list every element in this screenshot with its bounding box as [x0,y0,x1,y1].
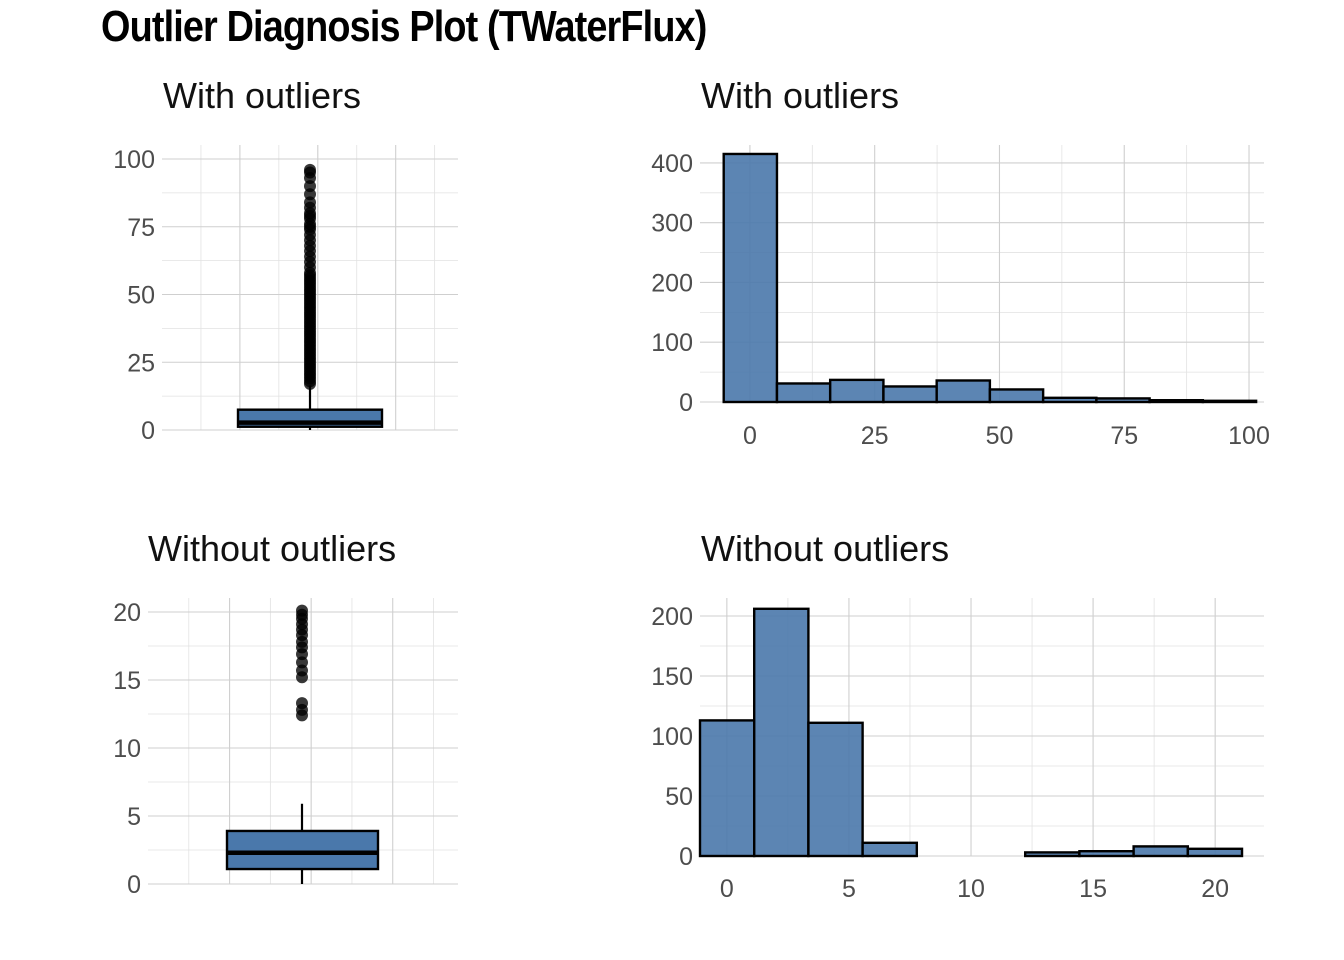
x-tick-label: 25 [861,422,889,450]
panel-hist-without: Without outliers 0 50 100 150 200 0 5 10 15 20 [651,528,1264,903]
histogram-bar [1186,847,1244,858]
histogram-bar [775,382,832,404]
y-tick-label: 10 [113,735,141,763]
y-tick-label: 0 [141,417,155,445]
panel-hist-with: With outliers 0 100 200 300 400 0 25 50 75 100 [651,75,1270,450]
histogram-bar [753,607,810,858]
histogram-bar [882,385,938,404]
histogram-bar [1201,399,1258,404]
panel-title: Without outliers [701,528,949,569]
histogram-bar [1148,399,1205,404]
histogram-bar [1024,851,1081,858]
panel-box-without: Without outliers 0 5 10 15 20 [113,528,458,899]
y-tick-label: 50 [127,282,155,310]
histogram-bar [988,388,1045,404]
histogram-bar [861,841,919,858]
histogram-bars [722,152,1258,404]
y-tick-label: 100 [651,723,693,751]
y-tick-label: 50 [665,783,693,811]
histogram-bar [1078,850,1135,858]
histogram-bar [1041,396,1098,404]
y-tick-label: 100 [651,329,693,357]
outlier-points [296,604,308,722]
y-tick-label: 15 [113,667,141,695]
y-tick-label: 100 [113,146,155,174]
x-tick-label: 20 [1201,875,1229,903]
y-tick-label: 25 [127,349,155,377]
x-tick-label: 15 [1079,875,1107,903]
x-tick-label: 10 [957,875,985,903]
histogram-bar [698,719,756,858]
outlier-points [304,163,316,390]
outlier-point [296,697,308,710]
y-tick-label: 400 [651,150,693,178]
outlier-point [296,604,308,617]
histogram-bars [698,607,1244,858]
panel-title: Without outliers [148,528,396,569]
histogram-bar [828,378,885,404]
chart-title: Outlier Diagnosis Plot (TWaterFlux) [101,2,707,51]
box-iqr [225,829,380,871]
y-tick-label: 200 [651,269,693,297]
y-tick-label: 150 [651,663,693,691]
x-tick-label: 0 [743,422,757,450]
histogram-bar [1095,397,1151,404]
y-tick-label: 0 [679,389,693,417]
histogram-bar [807,721,864,858]
panel-title: With outliers [701,75,899,116]
outlier-point [304,163,316,176]
panel-box-with: With outliers 0 25 50 75 100 [113,75,458,445]
y-tick-label: 5 [127,803,141,831]
y-tick-label: 0 [127,871,141,899]
x-tick-label: 5 [842,875,856,903]
y-tick-label: 200 [651,603,693,631]
gridlines [700,145,1264,403]
panel-title: With outliers [163,75,361,116]
y-tick-label: 0 [679,843,693,871]
y-tick-label: 75 [127,214,155,242]
histogram-bar [1132,845,1190,858]
x-tick-label: 0 [720,875,734,903]
x-tick-label: 50 [986,422,1014,450]
y-tick-label: 300 [651,210,693,238]
histogram-bar [935,379,992,404]
histogram-bar [722,152,779,404]
x-tick-label: 75 [1110,422,1138,450]
y-tick-label: 20 [113,599,141,627]
x-tick-label: 100 [1228,422,1270,450]
